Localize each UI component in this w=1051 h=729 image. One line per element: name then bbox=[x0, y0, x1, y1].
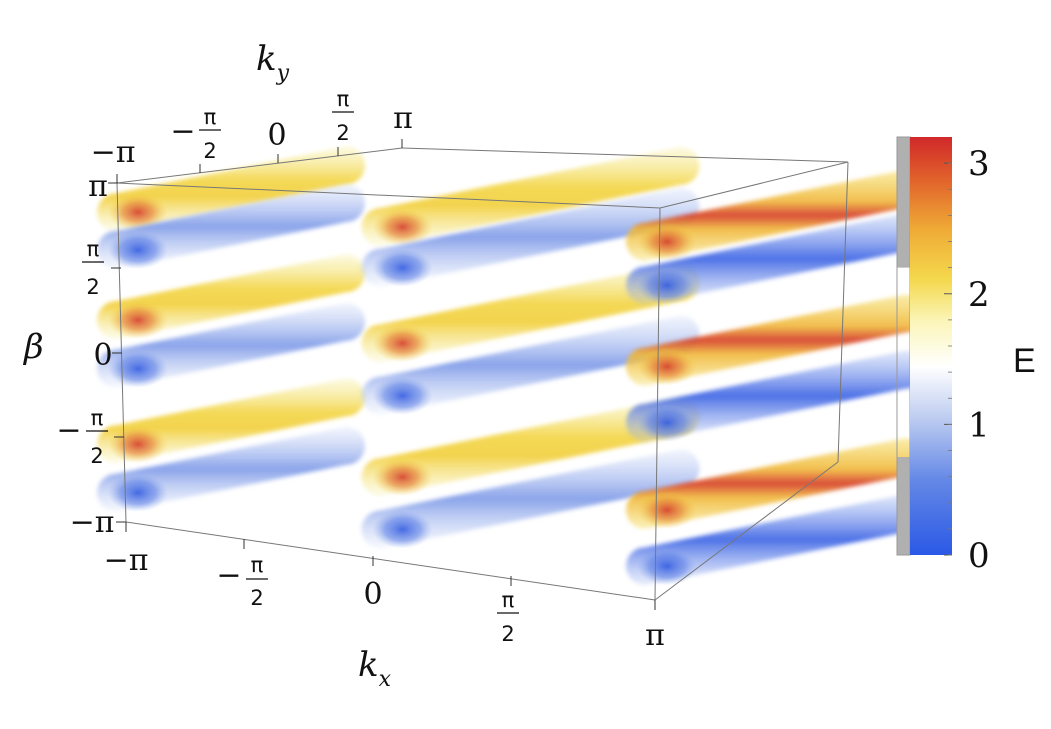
y-tick--pi2-num: π bbox=[204, 105, 217, 129]
low-energy-tube bbox=[625, 213, 924, 305]
colorbar-tick-label: 1 bbox=[968, 405, 990, 445]
x-tick--pi2-den: 2 bbox=[250, 586, 263, 610]
high-energy-tube bbox=[625, 438, 924, 530]
low-energy-core bbox=[108, 230, 169, 269]
y-tick-labels: −π − π 2 0 π 2 π bbox=[91, 87, 413, 170]
box-edge-top-right bbox=[659, 161, 849, 209]
x-tick-pi: π bbox=[645, 618, 665, 653]
colorbar-mask-low bbox=[897, 457, 910, 555]
x-tick-minus-sign: − bbox=[216, 558, 241, 593]
low-energy-tube bbox=[361, 315, 700, 415]
x-tick-labels: −π − π 2 0 π 2 π bbox=[104, 543, 665, 653]
x-tick--pi2-num: π bbox=[251, 553, 264, 577]
x-tick-pi2-num: π bbox=[502, 588, 515, 612]
high-energy-core bbox=[636, 347, 697, 386]
colorbar-tick-label: 3 bbox=[968, 144, 990, 184]
low-energy-core bbox=[108, 473, 169, 512]
high-energy-core bbox=[108, 425, 169, 464]
box-edge-right-front bbox=[654, 207, 661, 601]
box-edge-top-left bbox=[116, 147, 403, 184]
low-energy-core bbox=[372, 376, 433, 415]
z-tick-pi2-den: 2 bbox=[86, 275, 99, 299]
high-energy-core bbox=[636, 491, 697, 530]
y-tick-0: 0 bbox=[267, 118, 286, 153]
low-energy-core bbox=[372, 510, 433, 549]
high-energy-core bbox=[372, 458, 433, 497]
low-energy-tube bbox=[361, 449, 700, 549]
x-tick-pi2-den: 2 bbox=[501, 622, 514, 646]
y-tick-pi2-den: 2 bbox=[336, 121, 349, 145]
y-tick-pi: π bbox=[393, 101, 413, 136]
z-tick-0: 0 bbox=[93, 338, 112, 373]
low-energy-core bbox=[636, 403, 697, 442]
low-energy-tube bbox=[625, 494, 924, 586]
box-edge-bottom-front bbox=[125, 521, 656, 601]
z-tick--pi2-den: 2 bbox=[90, 444, 103, 468]
low-energy-core bbox=[636, 547, 697, 586]
z-axis-title: β bbox=[22, 327, 44, 367]
high-energy-tube bbox=[361, 263, 700, 363]
low-energy-tube bbox=[361, 187, 700, 287]
high-energy-core bbox=[372, 324, 433, 363]
z-tick--pi2-num: π bbox=[91, 406, 104, 430]
low-energy-core bbox=[372, 248, 433, 287]
colorbar-tick-label: 2 bbox=[968, 275, 990, 315]
colorbar-ticks: 0 1 2 3 bbox=[944, 144, 990, 576]
high-energy-core bbox=[108, 301, 169, 340]
colorbar-tick-label: 0 bbox=[968, 536, 990, 576]
tick-marks bbox=[108, 139, 656, 610]
box-edge-right-back bbox=[837, 161, 849, 463]
colorbar: 0 1 2 3 E bbox=[896, 136, 1036, 576]
low-energy-core bbox=[108, 349, 169, 388]
box-edge-top-back bbox=[401, 147, 849, 163]
high-energy-tube bbox=[361, 397, 700, 497]
z-tick-pi2-num: π bbox=[87, 237, 100, 261]
y-tick-pi2-num: π bbox=[337, 87, 350, 111]
high-energy-tube bbox=[625, 169, 924, 261]
y-tick--pi: −π bbox=[91, 135, 136, 170]
colorbar-mask-high bbox=[897, 137, 910, 268]
high-energy-core bbox=[108, 193, 169, 232]
z-tick--pi: −π bbox=[70, 505, 115, 540]
energy-tubes bbox=[97, 146, 924, 586]
box-edge-top-front bbox=[116, 182, 661, 209]
z-tick-pi: π bbox=[88, 169, 108, 204]
x-tick-0: 0 bbox=[363, 577, 382, 612]
y-tick-minus-sign: − bbox=[170, 114, 195, 149]
low-energy-core bbox=[636, 266, 697, 305]
low-energy-tube bbox=[625, 350, 924, 442]
y-tick--pi2-den: 2 bbox=[203, 139, 216, 163]
plot-box bbox=[116, 147, 849, 601]
x-axis-title: kx bbox=[358, 645, 392, 692]
colorbar-title: E bbox=[1013, 342, 1036, 380]
z-tick-labels: π π 2 0 − π 2 −π bbox=[56, 169, 114, 540]
y-axis-title: ky bbox=[256, 39, 290, 86]
colorbar-gradient bbox=[910, 137, 952, 555]
high-energy-tube bbox=[361, 146, 700, 247]
high-energy-core bbox=[636, 222, 697, 261]
x-tick--pi: −π bbox=[104, 543, 149, 578]
box-edge-bottom-right bbox=[654, 461, 839, 601]
high-energy-tube bbox=[625, 294, 924, 386]
high-energy-core bbox=[372, 208, 433, 247]
z-tick-minus-sign: − bbox=[56, 413, 81, 448]
